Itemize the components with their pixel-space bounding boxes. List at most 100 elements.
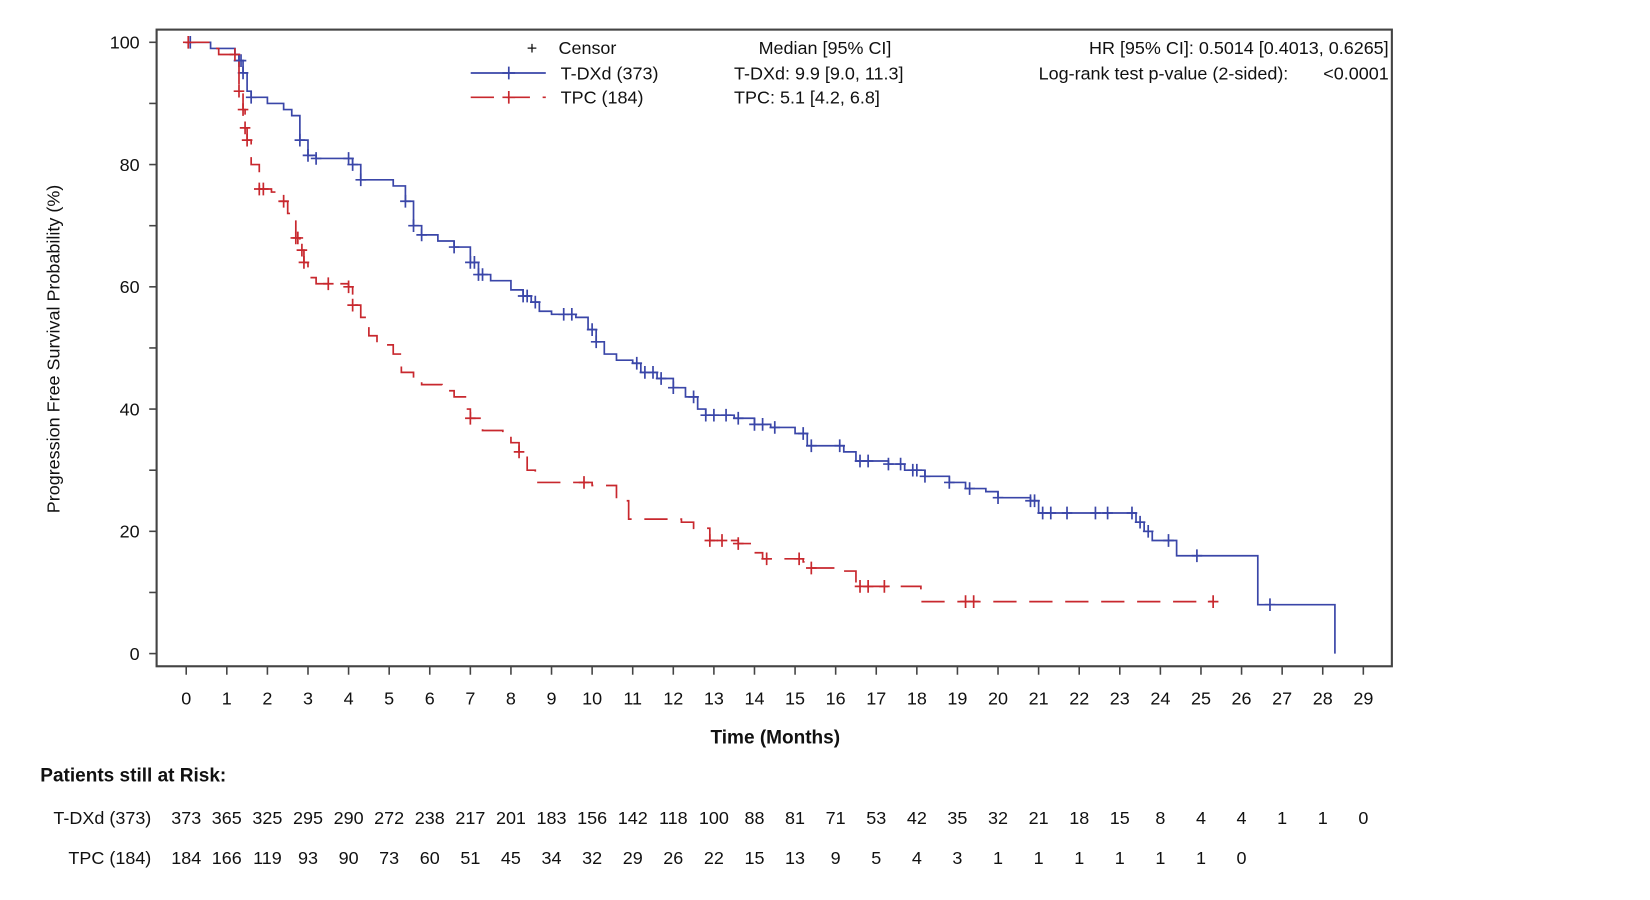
x-tick-label: 2 xyxy=(262,688,272,708)
censor-mark xyxy=(647,366,659,379)
x-tick-label: 3 xyxy=(303,688,313,708)
censor-mark xyxy=(757,418,768,431)
censor-mark xyxy=(704,534,716,547)
x-tick-label: 1 xyxy=(222,688,232,708)
risk-value: 51 xyxy=(460,848,480,868)
censor-mark xyxy=(1126,506,1138,520)
censor-mark xyxy=(343,280,354,294)
risk-value: 35 xyxy=(947,808,967,828)
censor-mark xyxy=(631,356,643,370)
censor-mark xyxy=(400,194,411,208)
risk-value: 184 xyxy=(171,848,201,868)
median-tdxd: T-DXd: 9.9 [9.0, 11.3] xyxy=(734,63,903,83)
censor-mark xyxy=(919,469,931,483)
censor-mark xyxy=(465,411,476,425)
legend-censor-mark xyxy=(502,66,516,80)
risk-value: 29 xyxy=(623,848,643,868)
censor-mark xyxy=(732,537,744,550)
x-tick-label: 19 xyxy=(947,688,967,708)
censor-mark xyxy=(716,534,728,547)
risk-value: 325 xyxy=(252,808,282,828)
risk-value: 100 xyxy=(699,808,729,828)
x-tick-label: 6 xyxy=(425,688,435,708)
risk-table: 373 365 325 295 290 272 238 217 201 183 156 142 118 1… xyxy=(171,808,1368,868)
censor-mark xyxy=(408,219,419,233)
y-tick-label: 100 xyxy=(110,33,140,53)
risk-value: 295 xyxy=(293,808,323,828)
risk-value: 365 xyxy=(212,808,242,828)
censor-mark xyxy=(1191,549,1203,563)
censor-mark xyxy=(347,158,358,171)
legend-censor-mark xyxy=(502,90,516,104)
censor-mark xyxy=(655,372,667,385)
risk-value: 73 xyxy=(379,848,399,868)
risk-value: 272 xyxy=(374,808,404,828)
censor-mark xyxy=(806,439,817,453)
risk-value: 118 xyxy=(659,808,688,828)
risk-value: 13 xyxy=(785,848,805,868)
x-tick-label: 17 xyxy=(866,688,886,708)
logrank-value: <0.0001 xyxy=(1323,63,1388,83)
risk-value: 166 xyxy=(212,848,242,868)
risk-value: 53 xyxy=(866,808,886,828)
risk-value: 290 xyxy=(334,808,364,828)
censor-mark xyxy=(688,390,699,404)
risk-value: 1 xyxy=(1115,848,1125,868)
censor-mark xyxy=(245,90,257,104)
risk-value: 119 xyxy=(253,848,282,868)
x-tick-label: 15 xyxy=(785,688,805,708)
censor-mark xyxy=(761,552,772,566)
risk-value: 0 xyxy=(1237,848,1247,868)
censor-mark xyxy=(797,427,809,440)
censor-mark xyxy=(294,133,306,147)
x-tick-label: 0 xyxy=(181,688,191,708)
risk-value: 9 xyxy=(831,848,841,868)
legend-tpc-label: TPC (184) xyxy=(561,88,644,108)
censor-mark xyxy=(578,476,590,489)
censor-mark xyxy=(883,457,894,471)
censor-mark xyxy=(310,152,322,165)
x-tick-label: 9 xyxy=(547,688,557,708)
censor-mark xyxy=(590,335,602,349)
censor-mark xyxy=(347,298,358,312)
risk-value: 45 xyxy=(501,848,521,868)
plot-frame xyxy=(155,28,1393,668)
x-tick-label: 23 xyxy=(1110,688,1130,708)
risk-value: 1 xyxy=(993,848,1003,868)
x-tick-label: 18 xyxy=(907,688,927,708)
censor-mark xyxy=(668,381,679,395)
survival-curves xyxy=(182,35,1336,654)
logrank-label: Log-rank test p-value (2-sided): xyxy=(1039,63,1289,83)
censor-mark xyxy=(1264,598,1276,612)
x-tick-label: 24 xyxy=(1150,688,1170,708)
x-tick-label: 5 xyxy=(384,688,394,708)
risk-value: 1 xyxy=(1318,808,1328,828)
censor-symbol: + xyxy=(527,38,538,58)
risk-value: 5 xyxy=(871,848,881,868)
median-tpc: TPC: 5.1 [4.2, 6.8] xyxy=(734,88,880,108)
censor-mark xyxy=(992,491,1004,505)
censor-mark xyxy=(235,54,247,67)
censor-mark xyxy=(806,561,817,575)
risk-value: 3 xyxy=(952,848,962,868)
x-tick-label: 13 xyxy=(704,688,724,708)
risk-value: 26 xyxy=(663,848,683,868)
hr-annotation: HR [95% CI]: 0.5014 [0.4013, 0.6265] xyxy=(1089,38,1389,58)
risk-value: 8 xyxy=(1155,808,1165,828)
risk-value: 32 xyxy=(582,848,602,868)
axes: 0 1 2 3 4 5 6 7 8 9 10 11 12 13 14 15 16 17 18 19 20 21 22 23 24… xyxy=(110,33,1374,709)
censor-mark xyxy=(530,295,541,309)
censor-mark xyxy=(1142,524,1154,538)
x-tick-label: 27 xyxy=(1272,688,1292,708)
risk-value: 42 xyxy=(907,808,927,828)
censor-mark xyxy=(477,268,488,281)
x-tick-label: 29 xyxy=(1353,688,1373,708)
censor-mark xyxy=(1061,506,1073,520)
censor-mark xyxy=(513,445,525,459)
risk-row-label-tpc: TPC (184) xyxy=(68,848,151,868)
x-tick-label: 4 xyxy=(344,688,354,708)
x-tick-label: 21 xyxy=(1029,688,1049,708)
km-curve-tdxd xyxy=(186,41,1336,654)
censor-mark xyxy=(278,194,289,208)
risk-value: 71 xyxy=(826,808,846,828)
